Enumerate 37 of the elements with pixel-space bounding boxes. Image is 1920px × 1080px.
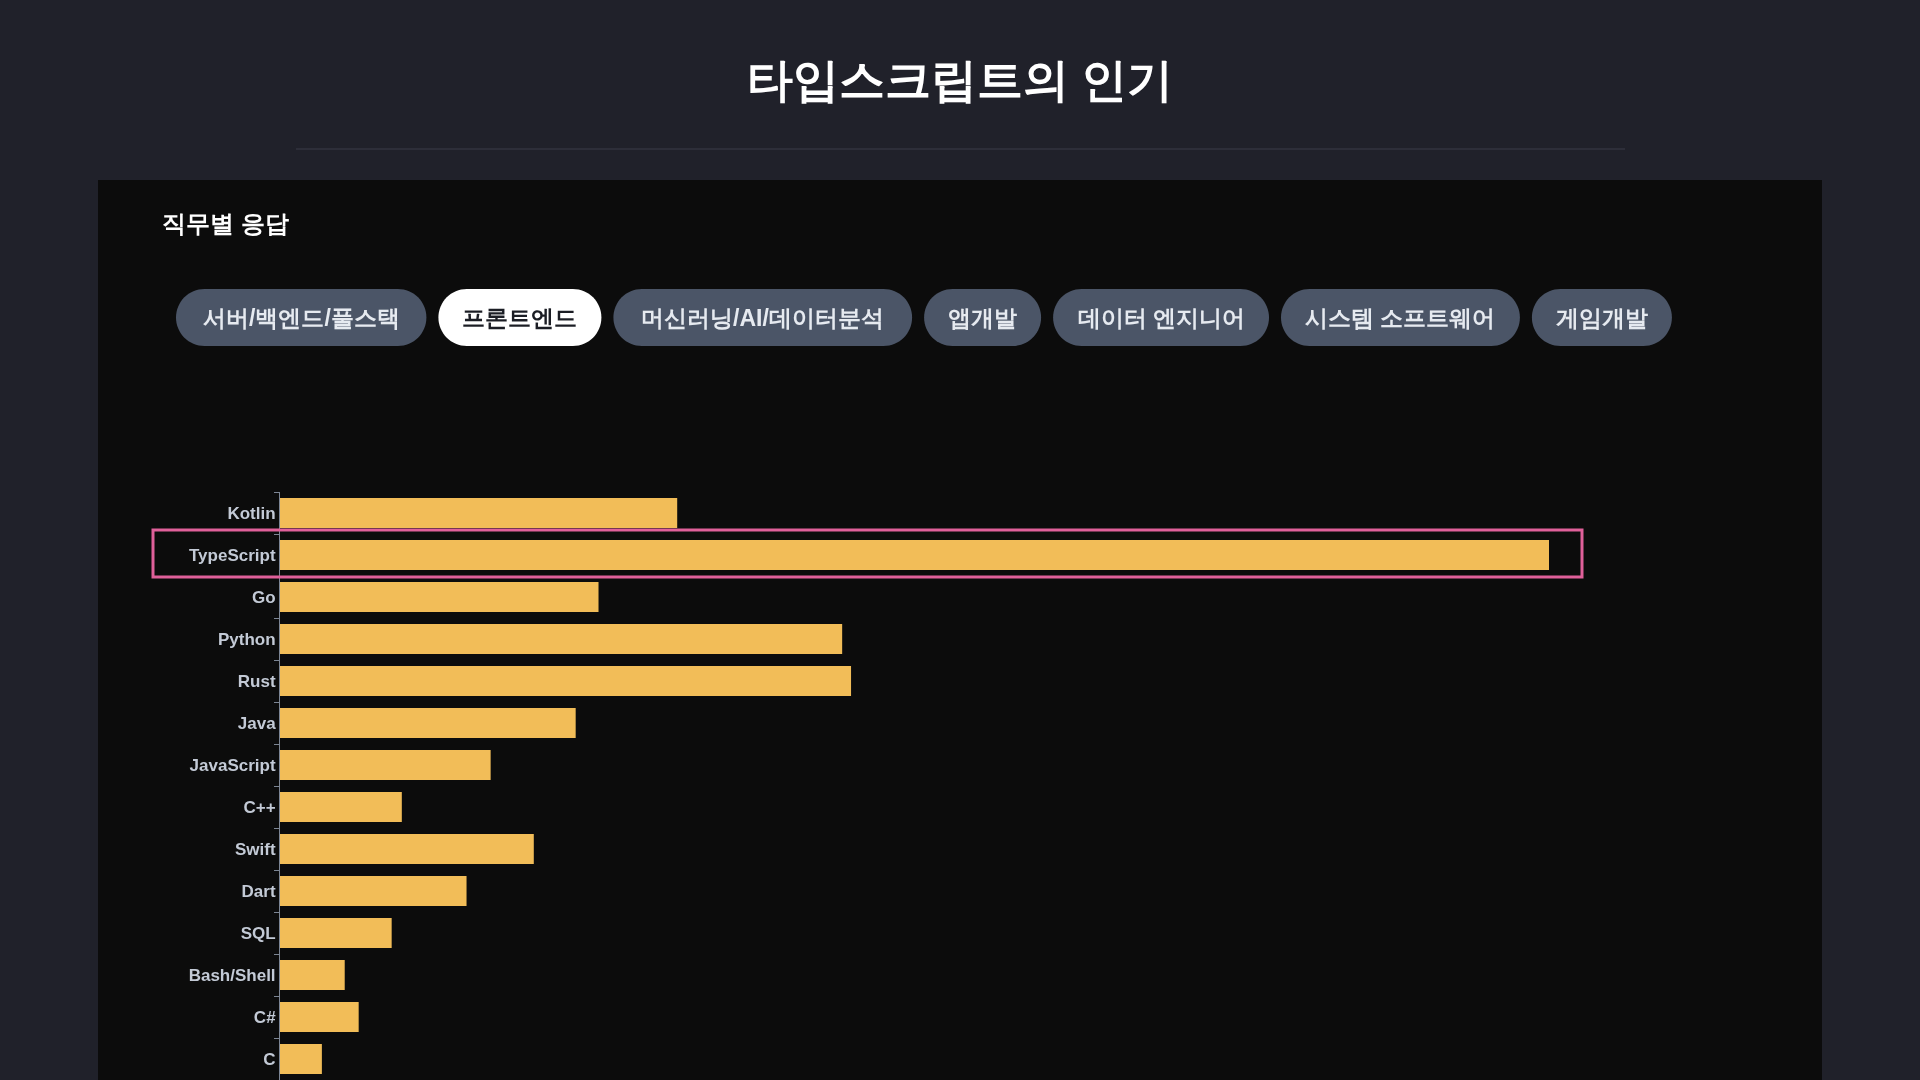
y-tick-label: Java	[237, 713, 277, 733]
text: 시스템 소프트웨어	[1305, 305, 1496, 331]
y-tick-label: Rust	[237, 671, 276, 691]
bar	[280, 1043, 322, 1075]
text: 데이터 엔지니어	[1078, 305, 1246, 331]
chart-subtitle: 직무별 응답	[162, 210, 289, 237]
bar	[280, 581, 599, 613]
bar	[280, 497, 678, 529]
y-tick-label: JavaScript	[189, 755, 276, 775]
y-tick-label: TypeScript	[189, 545, 276, 565]
chart-title: 타입스크립트의 인기	[746, 54, 1174, 107]
text: 게임개발	[1556, 305, 1648, 331]
y-tick-label: C#	[253, 1007, 277, 1027]
bar	[280, 833, 534, 865]
text: 프론트엔드	[462, 305, 577, 331]
text: 앱개발	[948, 305, 1017, 331]
bar	[280, 539, 1549, 571]
y-tick-label: C++	[243, 797, 276, 817]
bar	[280, 791, 402, 823]
bar	[280, 749, 491, 781]
text: 머신러닝/AI/데이터분석	[641, 305, 884, 331]
bar	[280, 1001, 359, 1033]
bar	[280, 665, 852, 697]
y-tick-label: Dart	[241, 881, 276, 901]
bar	[280, 917, 392, 949]
bar	[280, 623, 843, 655]
y-tick-label: Bash/Shell	[188, 965, 276, 985]
text: 서버/백엔드/풀스택	[203, 305, 400, 331]
y-tick-label: Go	[251, 587, 276, 607]
bar	[280, 959, 345, 991]
y-tick-label: Swift	[234, 839, 276, 859]
bar	[280, 707, 576, 739]
y-tick-label: SQL	[240, 923, 276, 943]
y-tick-label: Python	[217, 629, 276, 649]
y-tick-label: Kotlin	[227, 503, 276, 523]
bar	[280, 875, 467, 907]
y-tick-label: C	[263, 1049, 276, 1069]
